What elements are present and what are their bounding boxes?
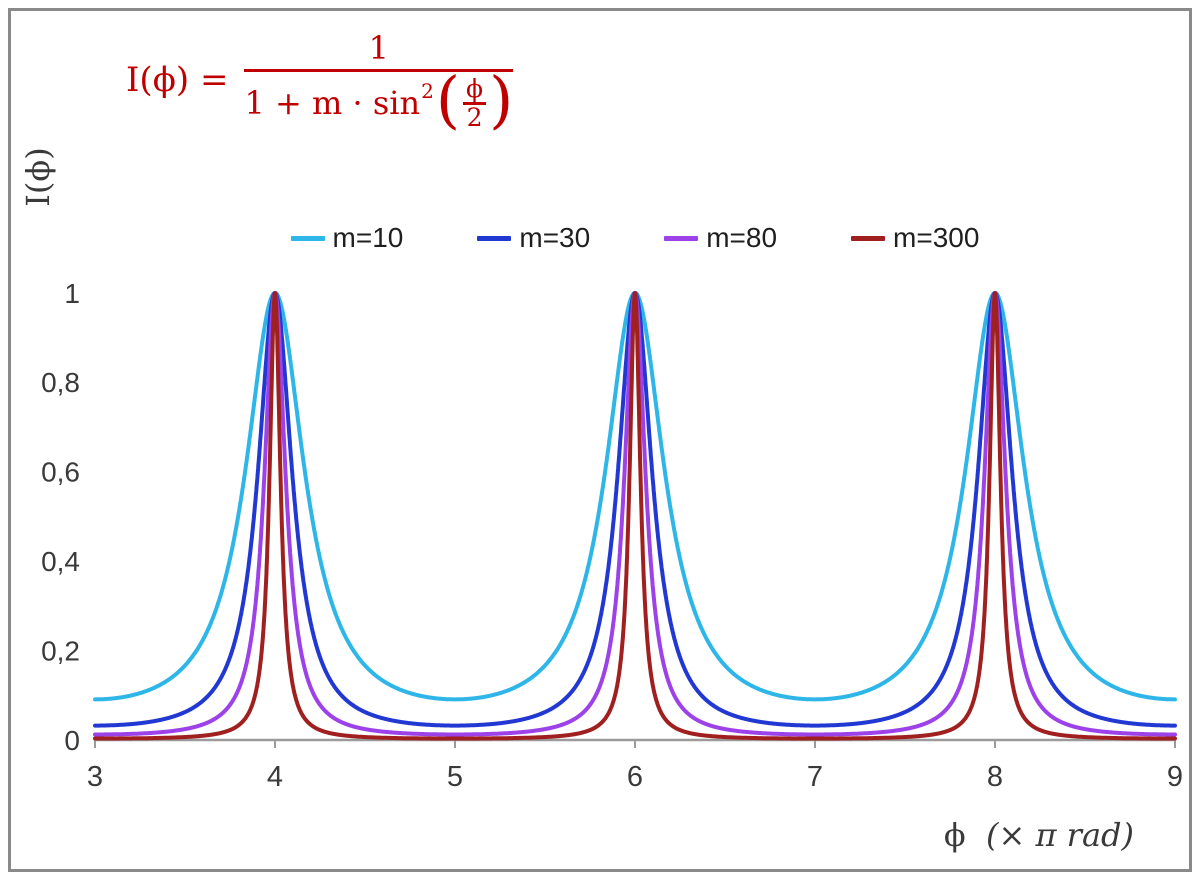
curve-m300 xyxy=(93,291,1177,741)
legend-label-m300: m=300 xyxy=(893,222,980,253)
right-paren: ) xyxy=(489,62,514,136)
x-tick-label: 3 xyxy=(87,761,103,793)
y-tick-label: 0 xyxy=(64,725,80,756)
legend-swatch-m10 xyxy=(290,235,325,241)
y-tick-label: 0,2 xyxy=(41,635,80,666)
formula-den-text: 1 + m · sin xyxy=(244,83,421,122)
legend-item-m300: m=300 xyxy=(851,222,979,254)
legend-swatch-m80 xyxy=(664,235,699,241)
formula-annotation: I(ϕ) = 1 1 + m · sin 2 ( ϕ 2 ) xyxy=(126,29,514,136)
inner-denominator: 2 xyxy=(466,102,483,132)
x-tick-label: 5 xyxy=(447,761,463,793)
y-tick-label: 0,4 xyxy=(41,546,80,577)
y-axis-title: I(ϕ) xyxy=(19,147,57,207)
x-axis-title: ϕ (× π rad) xyxy=(944,816,1134,854)
formula-den-exponent: 2 xyxy=(421,79,434,104)
legend-item-m30: m=30 xyxy=(477,222,590,254)
legend-item-m10: m=10 xyxy=(290,222,404,254)
legend-swatch-m30 xyxy=(477,235,512,241)
inner-fraction: ϕ 2 xyxy=(463,73,487,132)
legend-item-m80: m=80 xyxy=(664,222,777,254)
inner-numerator: ϕ xyxy=(466,73,484,103)
legend-label-m30: m=30 xyxy=(519,222,591,253)
legend-label-m80: m=80 xyxy=(706,222,778,253)
formula-numerator: 1 xyxy=(368,29,390,67)
x-tick-label: 4 xyxy=(267,761,283,793)
legend-swatch-m300 xyxy=(851,235,886,241)
x-axis-phi: ϕ xyxy=(943,816,966,854)
x-tick-label: 8 xyxy=(987,761,1003,793)
left-paren: ( xyxy=(435,62,461,136)
x-tick-label: 6 xyxy=(627,761,643,793)
x-tick-label: 7 xyxy=(807,761,823,793)
formula-fraction: 1 1 + m · sin 2 ( ϕ 2 ) xyxy=(244,29,514,136)
curve-m80 xyxy=(93,291,1177,737)
y-tick-label: 1 xyxy=(64,278,80,309)
formula-lhs: I(ϕ) = xyxy=(126,60,229,101)
legend-label-m10: m=10 xyxy=(332,222,404,253)
fraction-bar xyxy=(244,68,514,72)
x-axis-units: (× π rad) xyxy=(985,816,1134,854)
formula-denominator: 1 + m · sin 2 ( ϕ 2 ) xyxy=(244,62,514,136)
y-tick-label: 0,8 xyxy=(41,367,80,398)
x-tick-label: 9 xyxy=(1167,761,1183,793)
legend: m=10 m=30 m=80 m=300 xyxy=(95,222,1175,254)
y-tick-label: 0,6 xyxy=(41,457,80,488)
curve-m30 xyxy=(93,291,1177,728)
inner-fraction-bar xyxy=(463,102,487,105)
